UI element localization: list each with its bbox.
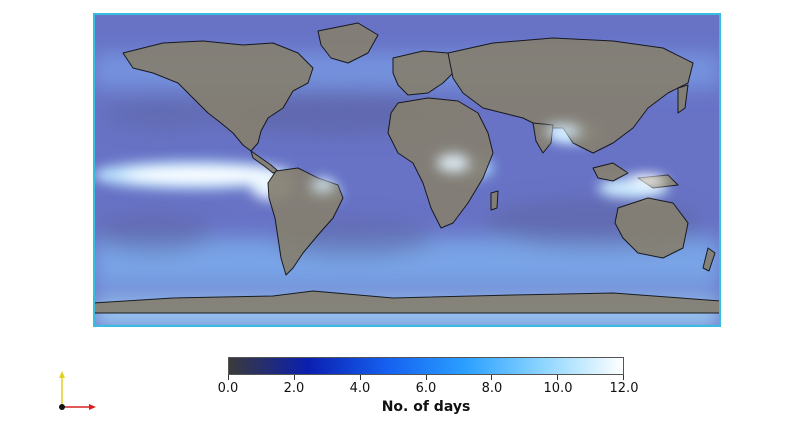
colorbar-tick-label: 0.0 [217, 381, 239, 396]
world-map-svg[interactable] [93, 13, 721, 327]
colorbar-tick-mark [228, 375, 229, 380]
axes-origin [59, 404, 65, 410]
colorbar-tick-label: 6.0 [415, 381, 437, 396]
colorbar-ticks [228, 375, 624, 383]
colorbar-tick-mark [623, 375, 624, 380]
colorbar-tick-label: 10.0 [543, 381, 573, 396]
colorbar-tick-label: 2.0 [283, 381, 305, 396]
orientation-axes-svg [59, 371, 96, 410]
y-axis-arrowhead [59, 371, 65, 378]
land-hotspots [311, 124, 666, 192]
colorbar-title: No. of days [381, 399, 471, 415]
colorbar-tick-mark [491, 375, 493, 380]
colorbar-tick-label: 8.0 [481, 381, 503, 396]
colorbar-tick-mark [425, 375, 427, 380]
x-axis-arrowhead [89, 404, 96, 410]
colorbar-gradient [228, 357, 624, 375]
colorbar-tick-mark [557, 375, 559, 380]
colorbar-tick-label: 4.0 [349, 381, 371, 396]
world-map-panel[interactable] [93, 13, 721, 327]
colorbar-tick-label: 12.0 [609, 381, 639, 396]
continents [93, 22, 721, 314]
colorbar-tick-mark [359, 375, 361, 380]
orientation-axes-widget[interactable] [50, 365, 106, 421]
colorbar-tick-mark [293, 375, 295, 380]
map-frame [93, 13, 721, 327]
